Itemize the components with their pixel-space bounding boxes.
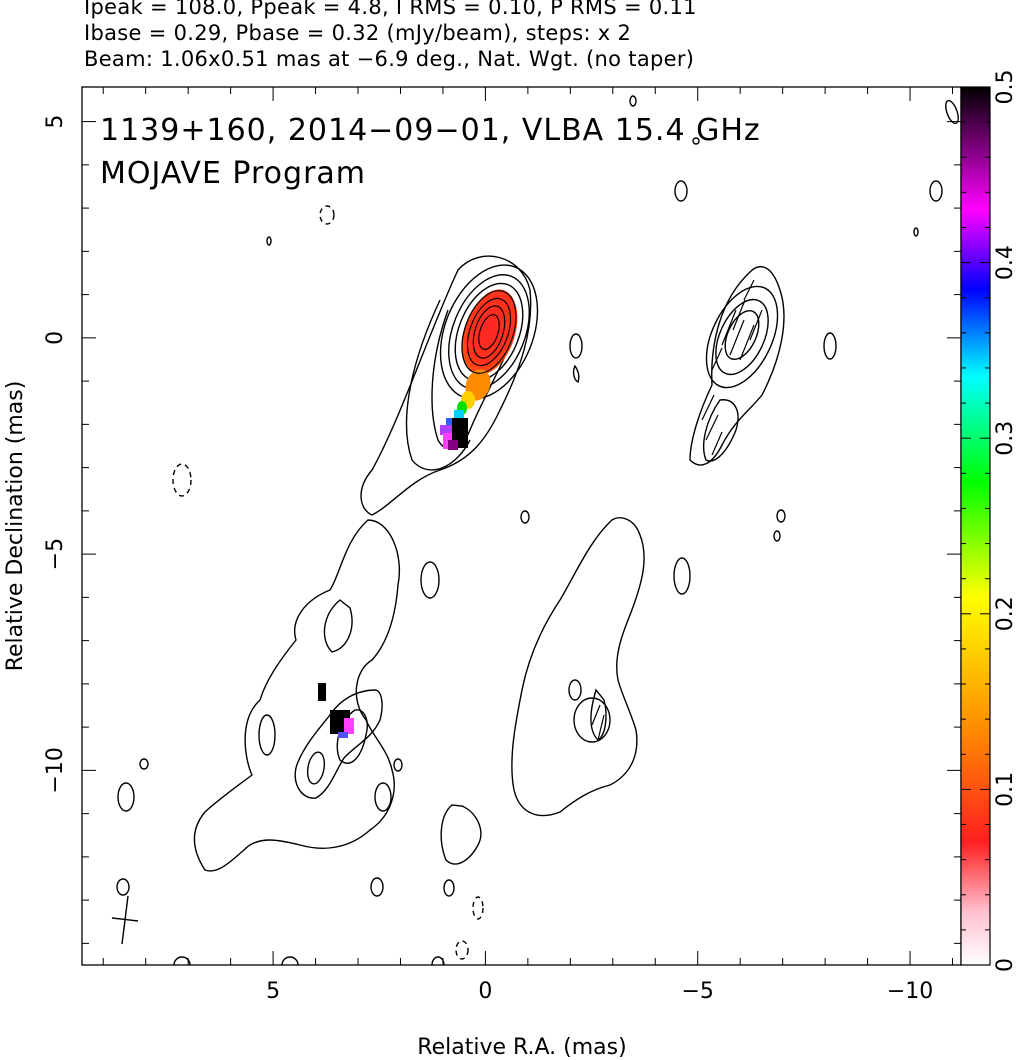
core-contours-overlay [461, 290, 517, 374]
y-tick-label: −10 [43, 747, 68, 793]
contour-map [111, 95, 959, 965]
y-tick-label: 5 [43, 115, 68, 129]
evpa-vectors [591, 279, 763, 741]
colorbar-ticks [961, 86, 990, 966]
fractional-polarization-map [318, 289, 518, 738]
x-tick-label: −5 [682, 979, 714, 1004]
colorbar-tick-label: 0.4 [993, 245, 1018, 280]
x-axis-label: Relative R.A. (mas) [417, 1035, 626, 1060]
x-tick-labels: 5 0 −5 −10 [266, 979, 933, 1004]
x-tick-label: 5 [266, 979, 280, 1004]
colorbar: 0 0.1 0.2 0.3 0.4 0.5 [960, 70, 1018, 973]
x-tick-label: 0 [478, 979, 492, 1004]
negative-contours [172, 205, 484, 960]
plot-frame [81, 86, 962, 966]
beam-marker [111, 895, 139, 945]
colorbar-labels: 0 0.1 0.2 0.3 0.4 0.5 [993, 70, 1018, 973]
stokes-p-contours [511, 266, 785, 817]
y-axis-label: Relative Declination (mas) [3, 381, 28, 672]
plot-subtitle: MOJAVE Program [100, 156, 366, 191]
y-tick-labels: 5 0 −5 −10 [43, 115, 68, 794]
colorbar-tick-label: 0.2 [993, 596, 1018, 631]
axis-ticks [82, 87, 961, 965]
colorbar-tick-label: 0 [993, 958, 1018, 972]
colorbar-tick-label: 0.3 [993, 421, 1018, 456]
colorbar-tick-label: 0.5 [993, 70, 1018, 105]
header-line-3: Beam: 1.06x0.51 mas at −6.9 deg., Nat. W… [84, 47, 695, 71]
y-tick-label: 0 [43, 331, 68, 345]
header-line-1: Ipeak = 108.0, Ppeak = 4.8, I RMS = 0.10… [84, 0, 697, 19]
colorbar-gradient [960, 86, 991, 966]
stokes-i-contours [116, 95, 959, 965]
header-line-2: Ibase = 0.29, Pbase = 0.32 (mJy/beam), s… [84, 21, 632, 45]
plot-title: 1139+160, 2014−09−01, VLBA 15.4 GHz [100, 113, 761, 148]
colorbar-tick-label: 0.1 [993, 772, 1018, 807]
x-tick-label: −10 [887, 979, 933, 1004]
y-tick-label: −5 [43, 538, 68, 570]
